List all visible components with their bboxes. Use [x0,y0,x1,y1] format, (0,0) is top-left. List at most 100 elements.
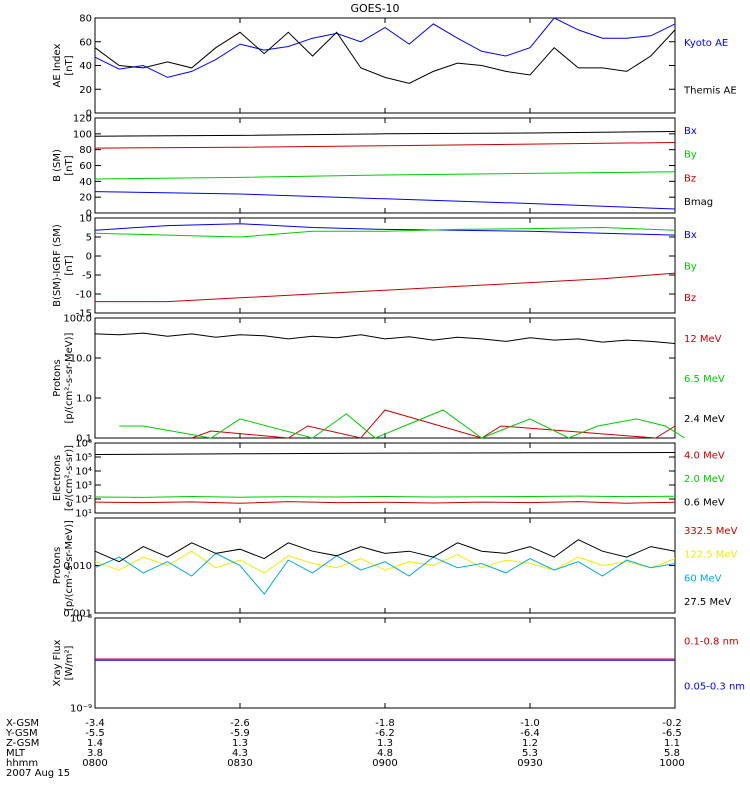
y-tick-label: 10¹ [75,509,92,520]
orbit-value: 1.3 [232,738,248,749]
y-axis-label: [W/m²] [64,645,75,680]
panel-frame [94,617,676,709]
y-tick-label: 0 [86,109,92,120]
y-tick-label: 10⁴ [75,467,92,478]
legend-entry: 4.0 MeV [684,451,725,462]
legend-entry: 27.5 MeV [684,597,731,608]
y-tick-label: -5 [82,271,92,282]
plot-title: GOES-10 [350,2,399,15]
orbit-value: -5.9 [230,728,250,739]
series-line [94,191,676,210]
y-tick-label: 10.0 [70,354,92,365]
y-tick-label: 20 [79,193,92,204]
panel-frame [94,317,676,439]
legend-entry: 0.1-0.8 nm [684,637,739,648]
legend-entry: Bz [684,173,696,184]
orbit-value: 1.3 [377,738,393,749]
y-axis-label: B (SM) [52,149,63,182]
y-tick-label: -15 [76,309,92,320]
legend-entry: 2.4 MeV [684,414,725,425]
series-line [94,29,676,84]
y-axis-label: [nT] [64,55,75,75]
y-axis-label: [e/(cm²-s-sr)] [64,445,75,511]
orbit-value: 1000 [659,758,684,769]
orbit-value: 4.3 [232,748,248,759]
orbit-value: -6.4 [520,728,540,739]
y-axis-label: AE Index [52,43,63,87]
y-tick-label: 10⁻⁸ [70,614,92,625]
panel-5: 10¹ 10² 10³ 10⁴ 10⁵ 10⁶ Electrons [e/(cm²-s-sr)… [52,439,725,520]
legend-entry: 332.5 MeV [684,526,738,537]
series-line [94,17,676,78]
y-tick-label: 0 [86,252,92,263]
panel-7: 10⁻⁹ 10⁻⁸ Xray Flux [W/m²] 0.1-0.8 nm 0.05-0.… [52,614,745,715]
y-tick-label: 1.0 [76,394,92,405]
orbit-value: -5.5 [85,728,105,739]
y-tick-label: 10⁻⁹ [70,704,92,715]
y-tick-label: 10⁶ [75,439,92,450]
series-line [94,552,676,595]
orbit-value: -0.2 [662,718,682,729]
y-tick-label: 60 [79,161,92,172]
y-tick-label: 10⁵ [75,453,92,464]
y-tick-label: 60 [79,37,92,48]
series-line [94,226,676,238]
legend-entry: By [684,150,697,161]
orbit-value: 0900 [372,758,397,769]
y-axis-label: B(SM)-IGRF (SM) [52,224,63,307]
legend-entry: 2.0 MeV [684,474,725,485]
orbit-value: 3.8 [87,748,103,759]
panel-3: -15 -10 -5 0 5 10 B(SM)-IGRF (SM) [nT] Bx By Bz [52,214,697,320]
orbit-value: 5.8 [664,748,680,759]
orbit-value: 0800 [82,758,107,769]
series-line [119,409,685,439]
orbit-value: 1.4 [87,738,103,749]
legend-entry: Themis AE [683,85,737,96]
series-line [94,501,676,504]
legend-entry: Bx [684,230,697,241]
y-tick-label: 0 [86,209,92,220]
y-tick-label: 0.001 [63,609,92,620]
series-line [94,539,676,563]
y-tick-label: -10 [76,290,92,301]
y-tick-label: 80 [79,14,92,25]
legend-entry: 122.5 MeV [684,550,738,561]
y-tick-label: 80 [79,145,92,156]
orbit-value: 4.8 [377,748,393,759]
y-tick-label: 0.010 [63,561,92,572]
legend-entry: Bz [684,293,696,304]
y-axis-label: Electrons [52,455,63,501]
orbit-table: X-GSM -3.4 -2.6 -1.8 -1.0 -0.2 Y-GSM -5.5 -5.9 -6… [5,718,685,769]
series-line [94,452,676,455]
y-axis-label: Protons [52,359,63,396]
series-line [94,131,676,137]
orbit-value: -2.6 [230,718,250,729]
orbit-row-label: Z-GSM [6,738,39,749]
y-tick-label: 100 [73,129,92,140]
y-tick-label: 120 [73,114,92,125]
y-axis-label: Protons [52,547,63,584]
series-line [95,272,676,303]
y-tick-label: 40 [79,177,92,188]
legend-entry: 0.6 MeV [684,497,725,508]
legend-entry: Bx [684,126,697,137]
orbit-value: 0830 [227,758,252,769]
y-axis-label: Xray Flux [52,639,63,686]
orbit-value: -3.4 [85,718,105,729]
y-axis-label: [nT] [64,255,75,275]
y-tick-label: 40 [79,61,92,72]
orbit-row-label: MLT [6,748,26,759]
orbit-value: 5.3 [522,748,538,759]
legend-entry: 0.05-0.3 nm [684,682,745,693]
orbit-row-label: hhmm [6,758,38,769]
orbit-value: -6.2 [375,728,395,739]
y-axis-label: [p/(cm²-s-sr-MeV)] [64,520,75,611]
orbit-value: 1.2 [522,738,538,749]
series-line [94,332,676,344]
series-line [94,171,676,180]
orbit-row-label: X-GSM [6,718,39,729]
y-tick-label: 10² [75,495,92,506]
y-tick-label: 20 [79,85,92,96]
